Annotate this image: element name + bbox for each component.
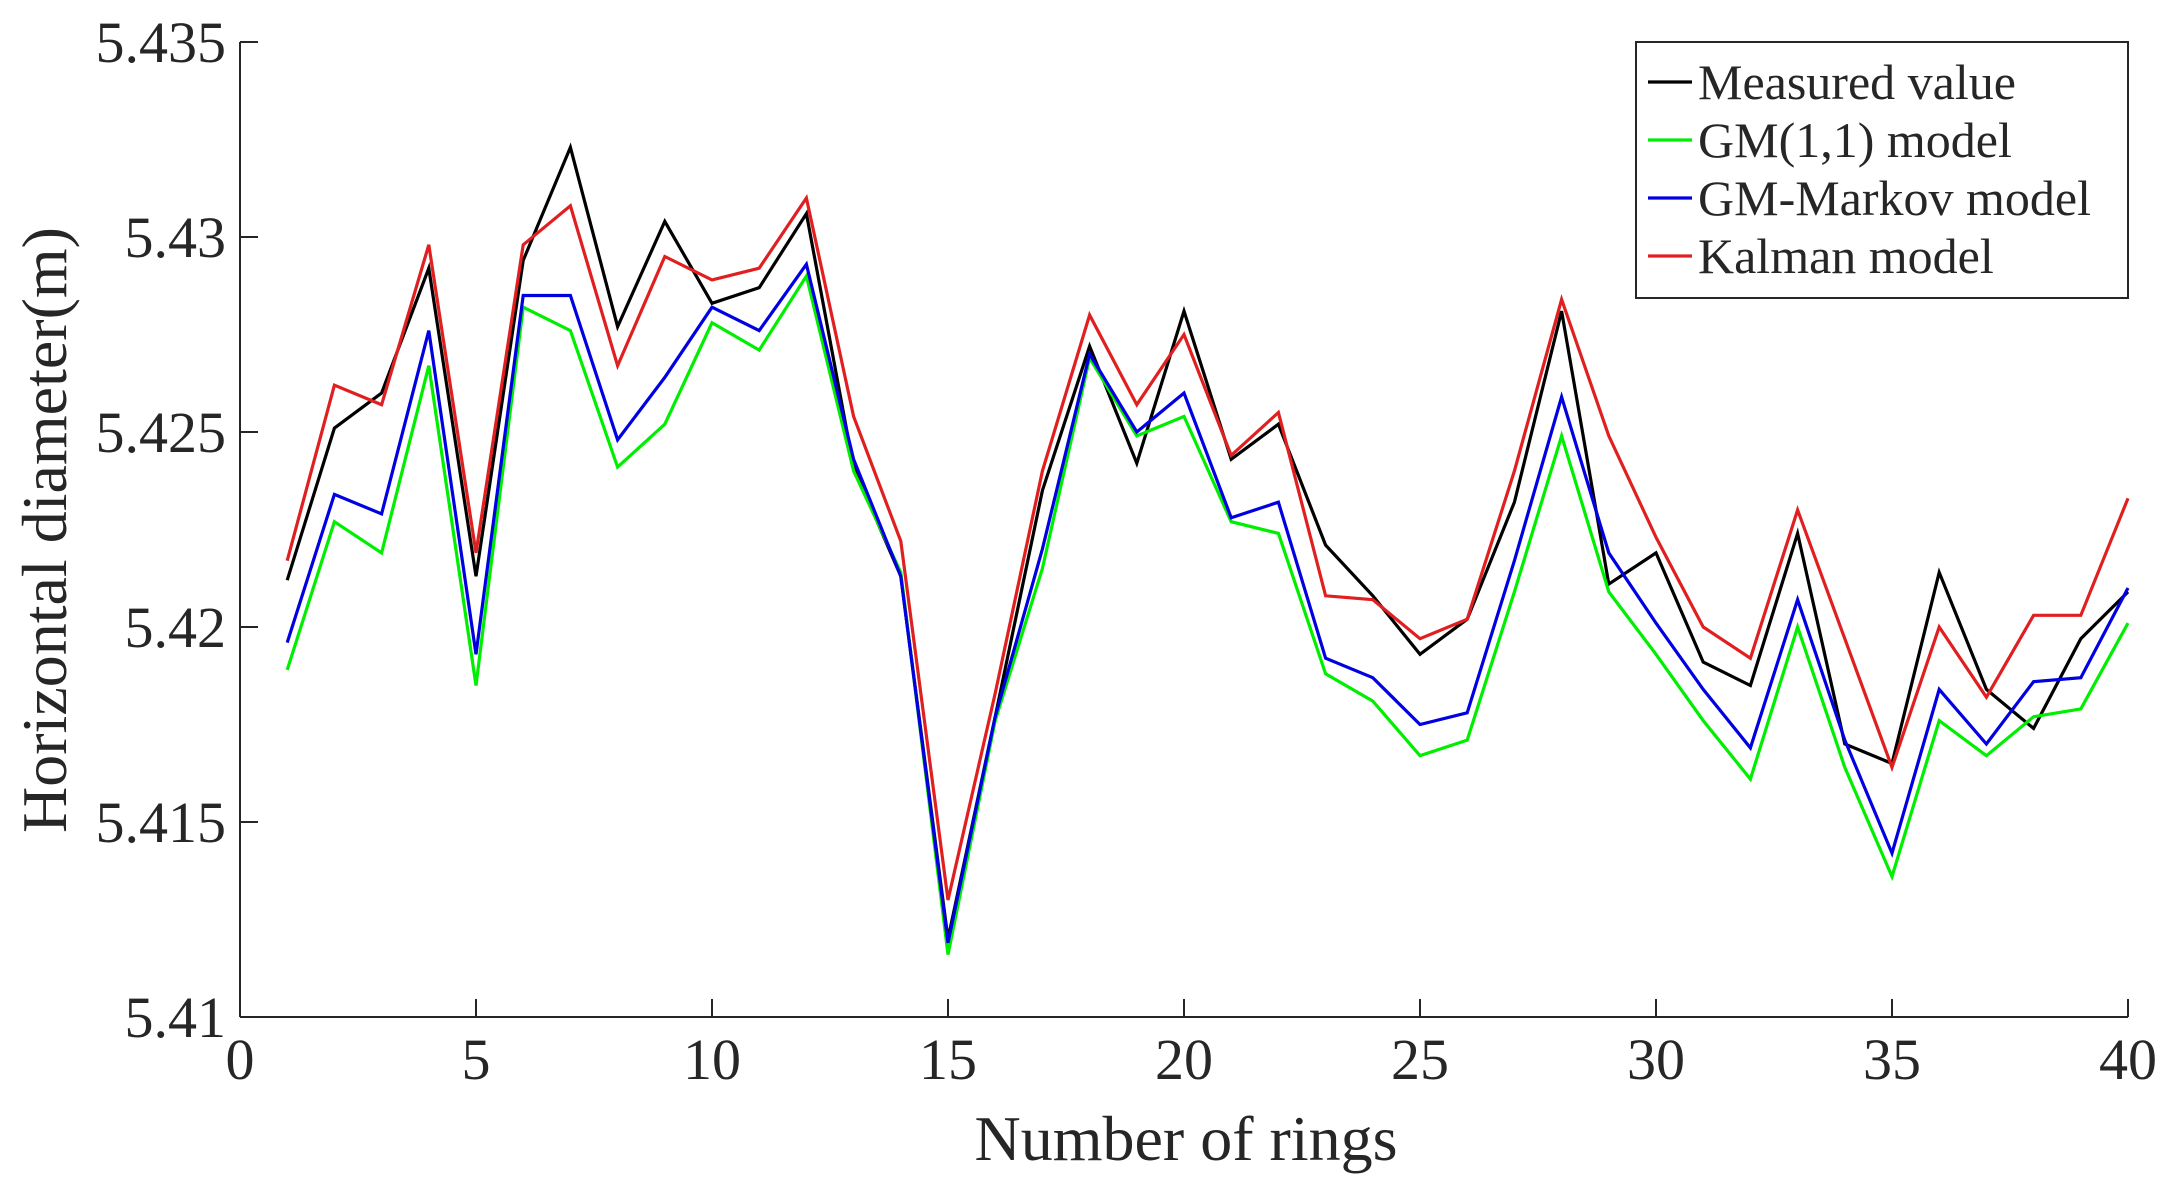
series-lines bbox=[285, 142, 2130, 955]
legend-label-3: GM-Markov model bbox=[1698, 170, 2091, 226]
legend-box bbox=[1635, 41, 2129, 299]
y-tick-label: 5.415 bbox=[96, 790, 227, 855]
x-tick-label: 15 bbox=[919, 1027, 977, 1092]
y-tick-label: 5.435 bbox=[96, 10, 227, 75]
series-line-2 bbox=[285, 271, 2130, 955]
y-tick-label: 5.43 bbox=[125, 205, 227, 270]
y-tick-label: 5.425 bbox=[96, 400, 227, 465]
x-tick-label: 0 bbox=[226, 1027, 255, 1092]
x-tick-label: 10 bbox=[683, 1027, 741, 1092]
x-tick-label: 40 bbox=[2099, 1027, 2157, 1092]
series-line-3 bbox=[285, 260, 2130, 944]
x-tick-label: 30 bbox=[1627, 1027, 1685, 1092]
legend-label-1: Measured value bbox=[1698, 54, 2016, 110]
x-tick-label: 5 bbox=[462, 1027, 491, 1092]
series-line-4 bbox=[285, 193, 2130, 901]
y-axis-label: Horizontal diameter(m) bbox=[9, 227, 80, 833]
x-tick-label: 25 bbox=[1391, 1027, 1449, 1092]
series-line-1 bbox=[285, 142, 2130, 940]
x-tick-label: 20 bbox=[1155, 1027, 1213, 1092]
legend-label-2: GM(1,1) model bbox=[1698, 112, 2012, 168]
x-axis-label: Number of rings bbox=[974, 1103, 1397, 1174]
x-tick-label: 35 bbox=[1863, 1027, 1921, 1092]
legend-label-4: Kalman model bbox=[1698, 228, 1994, 284]
tick-labels: 0 5 10 15 20 25 30 35 40 5.41 5.415 5.42 5.425 5.43 5.… bbox=[96, 10, 2158, 1092]
y-tick-label: 5.42 bbox=[125, 595, 227, 660]
y-tick-label: 5.41 bbox=[125, 985, 227, 1050]
